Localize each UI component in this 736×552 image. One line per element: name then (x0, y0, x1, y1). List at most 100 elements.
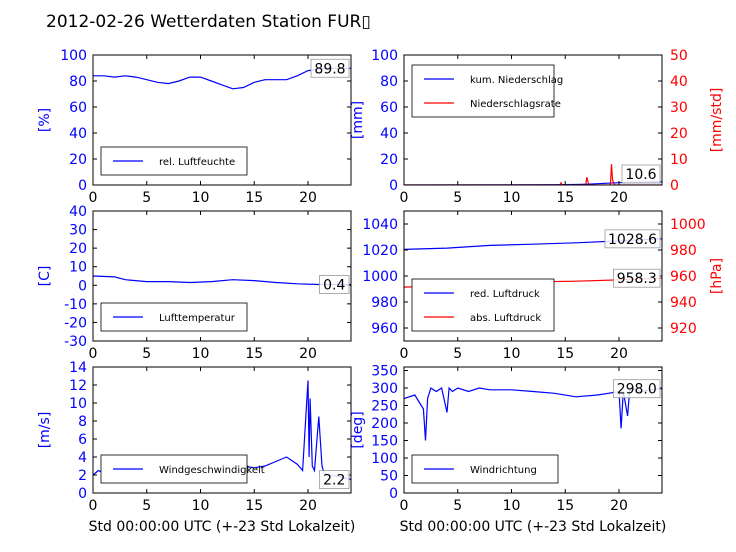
y-tick-label: 14 (69, 360, 87, 376)
y-tick-label: 250 (371, 399, 398, 415)
y-tick-label-right: 940 (670, 295, 697, 311)
y-tick-label: 0 (78, 278, 87, 294)
x-tick-label: 10 (192, 190, 210, 206)
y-tick-label: 50 (380, 469, 398, 485)
y-axis-label: [mm] (350, 101, 366, 139)
legend-label: Windrichtung (470, 465, 537, 476)
y-tick-label: 80 (380, 74, 398, 90)
y-tick-label: 4 (78, 450, 87, 466)
y-tick-label: 100 (371, 451, 398, 467)
x-tick-label: 5 (142, 346, 151, 362)
legend-label: Niederschlagsrate (470, 99, 561, 110)
legend-precip: kum. Niederschlag Niederschlagsrate (412, 65, 563, 117)
y-tick-label: 30 (69, 223, 87, 239)
y-tick-label-right: 0 (670, 178, 679, 194)
y-tick-label: 100 (60, 48, 87, 64)
x-tick-label: 15 (556, 190, 574, 206)
y-tick-label: 20 (69, 152, 87, 168)
value-label: 89.8 (314, 61, 345, 77)
y-tick-label: -10 (64, 297, 87, 313)
y-tick-label: 960 (371, 321, 398, 337)
y-tick-label: 0 (389, 486, 398, 502)
x-tick-label: 20 (299, 498, 317, 514)
x-tick-label: 10 (503, 498, 521, 514)
y-tick-label: 6 (78, 432, 87, 448)
y-tick-label: 10 (69, 260, 87, 276)
y-tick-label: 60 (380, 100, 398, 116)
y-tick-label: 1000 (362, 269, 398, 285)
x-tick-label: 5 (453, 190, 462, 206)
x-tick-label: 20 (299, 190, 317, 206)
x-tick-label: 10 (503, 190, 521, 206)
x-tick-label: 20 (610, 498, 628, 514)
y-tick-label: 40 (69, 126, 87, 142)
legend-wind_speed: Windgeschwindigkeit (101, 455, 265, 483)
y-tick-label: 20 (380, 152, 398, 168)
legend-label: kum. Niederschlag (470, 75, 563, 86)
x-tick-label: 0 (89, 190, 98, 206)
y-tick-label: -20 (64, 315, 87, 331)
x-tick-label: 5 (142, 498, 151, 514)
y-axis-label: [%] (37, 108, 53, 132)
y-tick-label: 40 (380, 126, 398, 142)
panel-pressure: 0 5 10 15 2096098010001020104092094096098010… (362, 211, 725, 362)
panel-precip: 0 5 10 15 20 0 20 40 60 80 100 0 10 20 30 40 50 [mm] [mm/s… (350, 48, 725, 206)
legend-label: rel. Luftfeuchte (159, 157, 235, 168)
y-tick-label-right: 980 (670, 243, 697, 259)
y-tick-label-right: 40 (670, 74, 688, 90)
y-tick-label: 1020 (362, 243, 398, 259)
value-label: 10.6 (625, 167, 656, 183)
y-axis-label: [m/s] (37, 412, 53, 449)
x-tick-label: 0 (400, 346, 409, 362)
x-tick-label: 20 (610, 190, 628, 206)
x-tick-label: 20 (610, 346, 628, 362)
value-label: 1028.6 (608, 232, 657, 248)
x-tick-label: 0 (400, 498, 409, 514)
value-label: 2.2 (323, 473, 345, 489)
value-label: 0.4 (323, 278, 345, 294)
y-tick-label: 0 (78, 486, 87, 502)
y-tick-label: 40 (69, 204, 87, 220)
x-tick-label: 15 (245, 498, 263, 514)
value-label: 298.0 (617, 382, 657, 398)
y-tick-label: 150 (371, 434, 398, 450)
y-tick-label: 10 (69, 396, 87, 412)
y-tick-label: 1040 (362, 217, 398, 233)
y-tick-label: 8 (78, 414, 87, 430)
y-tick-label: 980 (371, 295, 398, 311)
y-tick-label: 12 (69, 378, 87, 394)
series-temperature-0 (93, 276, 351, 285)
y-tick-label-right: 30 (670, 100, 688, 116)
x-tick-label: 20 (299, 346, 317, 362)
legend-label: Windgeschwindigkeit (159, 465, 265, 476)
value-label: 958.3 (617, 271, 657, 287)
y-tick-label: 20 (69, 241, 87, 257)
panel-temperature: 0 5 10 15 20 -30 -20 -10 0 10 20 30 40 [C] 0.4 Lufttemp… (37, 204, 351, 362)
legend-humidity: rel. Luftfeuchte (101, 147, 247, 175)
weather-charts: 2012-02-26 Wetterdaten Station FUR▯ 0 5 10… (0, 0, 736, 552)
y-tick-label-right: 1000 (670, 217, 706, 233)
legend-temperature: Lufttemperatur (101, 303, 247, 331)
y-tick-label: 200 (371, 416, 398, 432)
y-axis-label: [deg] (350, 411, 366, 448)
y-tick-label: 0 (78, 178, 87, 194)
x-tick-label: 0 (89, 498, 98, 514)
y-tick-label: -30 (64, 334, 87, 350)
x-tick-label: 5 (142, 190, 151, 206)
y-tick-label: 300 (371, 381, 398, 397)
y-tick-label: 2 (78, 468, 87, 484)
legend-label: abs. Luftdruck (470, 313, 541, 324)
x-tick-label: 10 (503, 346, 521, 362)
x-tick-label: 15 (556, 498, 574, 514)
y-tick-label-right: 10 (670, 152, 688, 168)
legend-pressure: red. Luftdruck abs. Luftdruck (412, 279, 554, 331)
x-axis-label: Std 00:00:00 UTC (+-23 Std Lokalzeit) (400, 519, 667, 535)
y-tick-label: 100 (371, 48, 398, 64)
y-tick-label: 0 (389, 178, 398, 194)
y-tick-label: 60 (69, 100, 87, 116)
x-tick-label: 15 (245, 346, 263, 362)
weather-dashboard: 2012-02-26 Wetterdaten Station FUR▯ 0 5 10… (0, 0, 736, 552)
legend-label: red. Luftdruck (470, 289, 540, 300)
